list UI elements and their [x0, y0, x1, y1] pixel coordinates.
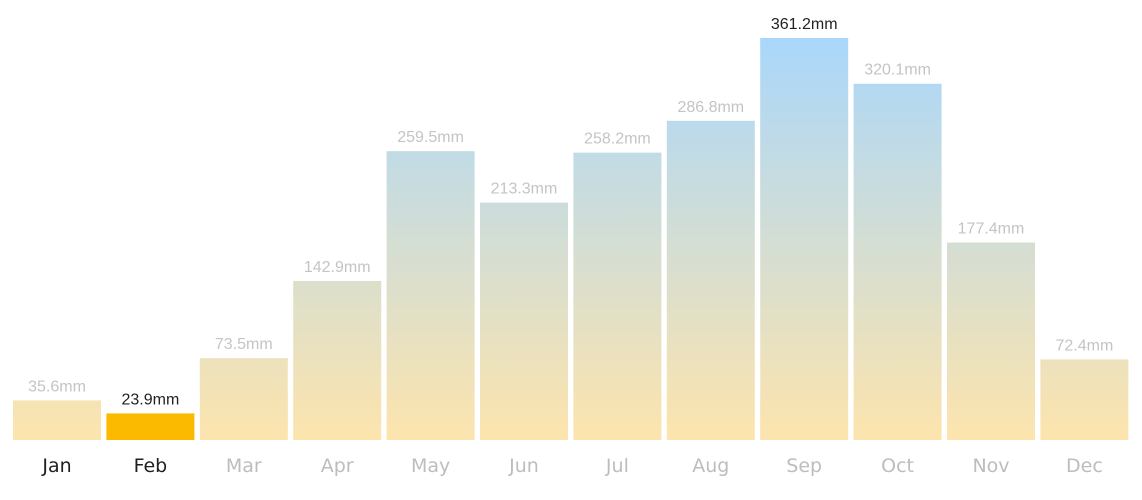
bar-nov[interactable]	[947, 242, 1035, 440]
month-label-jul: Jul	[605, 455, 629, 477]
bar-may[interactable]	[386, 151, 475, 440]
month-label-aug: Aug	[692, 455, 729, 477]
bar-jun[interactable]	[480, 202, 568, 440]
value-label-jan: 35.6mm	[28, 378, 86, 395]
value-label-feb: 23.9mm	[122, 391, 180, 408]
bar-oct[interactable]	[853, 83, 942, 441]
month-label-oct: Oct	[881, 455, 914, 477]
month-labels-group: Jan Feb Mar Apr May Jun Jul Aug Sep Oct Nov Dec	[41, 455, 1102, 477]
value-labels-group: 35.6mm 23.9mm 73.5mm 142.9mm 259.5mm 213.3mm 2…	[28, 16, 1113, 408]
bar-apr[interactable]	[293, 280, 382, 440]
bar-dec[interactable]	[1040, 359, 1129, 440]
value-label-dec: 72.4mm	[1056, 337, 1114, 354]
month-label-jan: Jan	[41, 455, 71, 477]
month-label-jun: Jun	[508, 455, 539, 477]
month-label-sep: Sep	[786, 455, 822, 477]
month-label-apr: Apr	[321, 455, 354, 477]
value-label-jul: 258.2mm	[584, 131, 651, 148]
value-label-jun: 213.3mm	[491, 181, 558, 198]
bar-sep[interactable]	[760, 38, 849, 440]
value-label-apr: 142.9mm	[304, 259, 371, 276]
month-label-feb: Feb	[134, 455, 168, 477]
bars-group	[13, 38, 1129, 441]
bar-feb[interactable]	[106, 413, 195, 440]
bar-jul[interactable]	[573, 152, 662, 440]
bar-jan[interactable]	[13, 400, 101, 440]
bar-aug[interactable]	[666, 120, 755, 441]
value-label-oct: 320.1mm	[864, 62, 931, 79]
value-label-mar: 73.5mm	[215, 336, 273, 353]
month-label-may: May	[411, 455, 450, 477]
month-label-nov: Nov	[972, 455, 1009, 477]
value-label-may: 259.5mm	[397, 129, 464, 146]
bar-mar[interactable]	[199, 358, 288, 440]
value-label-aug: 286.8mm	[677, 99, 744, 116]
value-label-sep: 361.2mm	[771, 16, 838, 33]
month-label-dec: Dec	[1066, 455, 1103, 477]
value-label-nov: 177.4mm	[958, 221, 1025, 238]
month-label-mar: Mar	[226, 455, 262, 477]
